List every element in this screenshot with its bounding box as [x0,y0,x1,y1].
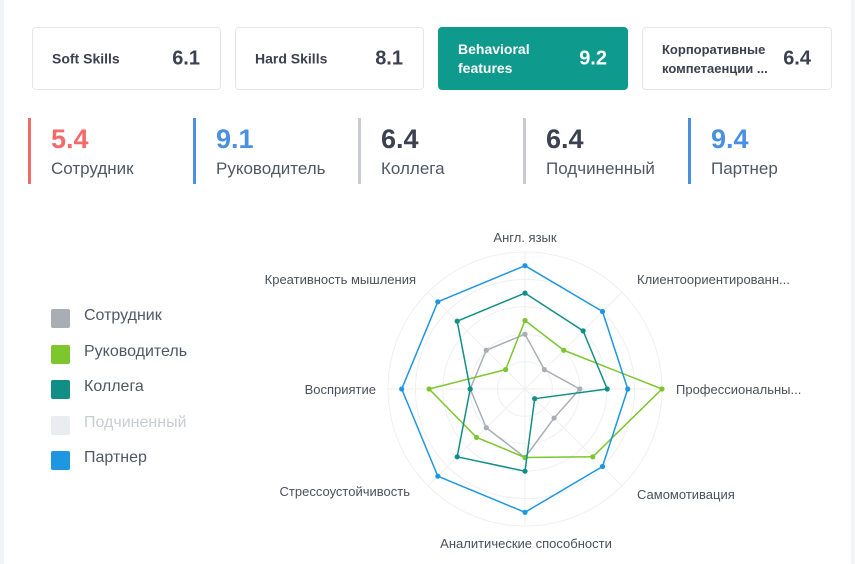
stat-employee: 5.4 Сотрудник [28,118,134,184]
data-point [561,347,567,353]
axis-label: Профессиональны... [676,382,801,397]
data-point [483,347,489,353]
card-value: 9.2 [579,47,607,69]
card-hard-skills[interactable]: Hard Skills 8.1 [235,27,424,90]
data-point [580,328,586,334]
axis-label: Клиентоориентированн... [637,272,790,287]
data-point [522,317,528,324]
stat-subordinate: 6.4 Подчиненный [523,118,655,184]
data-point [426,386,432,392]
data-point [473,434,480,441]
legend-label: Коллега [84,378,144,395]
legend-label: Руководитель [84,342,188,360]
grid-spoke [524,291,623,390]
stat-label: Партнер [711,159,778,178]
stat-value: 9.4 [711,124,749,154]
stat-value: 6.4 [546,124,584,154]
legend-label: Сотрудник [84,307,162,324]
data-point [483,425,489,431]
axis-label: Англ. язык [493,230,556,245]
stat-label: Сотрудник [51,159,134,178]
legend-label: Партнер [84,449,147,466]
data-point [503,367,509,373]
axis-label: Восприятие [305,382,376,397]
data-point [467,386,473,392]
card-soft-skills[interactable]: Soft Skills 6.1 [32,27,221,90]
card-value: 8.1 [375,47,403,69]
axis-label: Самомотивация [637,487,735,502]
data-point [399,386,405,392]
axis-label: Аналитические способности [440,536,612,551]
stat-manager: 9.1 Руководитель [193,118,326,184]
data-point [551,415,557,421]
data-point [522,331,528,337]
stat-value: 9.1 [216,124,254,154]
data-point [599,463,606,470]
data-point [532,396,538,402]
legend-swatch [51,309,70,328]
legend-swatch [51,344,70,364]
data-point [625,386,631,392]
data-point [435,299,441,305]
data-point [522,509,528,515]
axis-label: Стрессоустойчивость [280,484,411,499]
card-value: 6.1 [172,47,200,69]
grid-spoke [524,388,623,487]
card-value: 6.4 [783,47,811,69]
data-point [522,263,528,269]
card-label: Soft Skills [52,50,120,66]
axis-label: Креативность мышления [265,272,416,287]
card-label: Behavioral features [458,40,530,76]
stat-colleague: 6.4 Коллега [358,118,445,184]
stat-label: Руководитель [216,159,326,178]
data-point [604,386,610,392]
data-point [541,367,547,373]
data-point [599,308,606,315]
stat-partner: 9.4 Партнер [688,118,778,184]
category-cards: Soft Skills 6.1 Hard Skills 8.1 Behavior… [32,27,832,92]
card-corporate-competencies[interactable]: Корпоративные компетаенции ... 6.4 [642,27,832,90]
card-label: Hard Skills [255,50,328,66]
legend-swatch [51,380,70,399]
legend-label: Подчиненный [84,413,187,431]
data-point [577,386,583,392]
grid-spoke [427,291,526,390]
legend-swatch [51,415,70,435]
stat-label: Коллега [381,159,445,178]
stat-label: Подчиненный [546,159,655,178]
data-point [454,318,460,324]
card-label: Корпоративные компетаенции ... [662,41,768,76]
data-point [522,468,528,474]
stat-value: 6.4 [381,124,419,154]
data-point [522,290,528,296]
legend-swatch [51,451,70,470]
stat-value: 5.4 [51,124,89,154]
data-point [590,454,596,460]
card-behavioral-features[interactable]: Behavioral features 9.2 [438,27,628,90]
data-point [435,473,441,479]
data-point [454,454,460,460]
competency-panel: Soft Skills 6.1 Hard Skills 8.1 Behavior… [4,0,851,564]
data-point [659,386,665,392]
